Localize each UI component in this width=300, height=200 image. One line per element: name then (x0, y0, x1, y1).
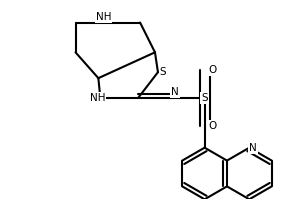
Text: S: S (160, 67, 166, 77)
Text: N: N (249, 143, 257, 153)
Text: NH: NH (90, 93, 105, 103)
Text: NH: NH (96, 12, 111, 22)
Text: S: S (201, 93, 208, 103)
Text: O: O (208, 121, 217, 131)
Text: O: O (208, 65, 217, 75)
Text: N: N (171, 87, 179, 97)
